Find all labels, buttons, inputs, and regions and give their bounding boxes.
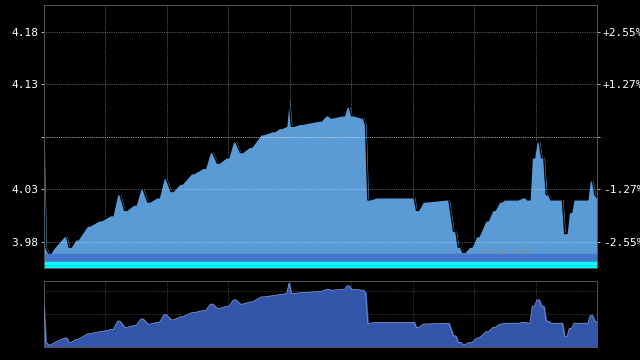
Text: sina.com: sina.com <box>479 248 534 258</box>
